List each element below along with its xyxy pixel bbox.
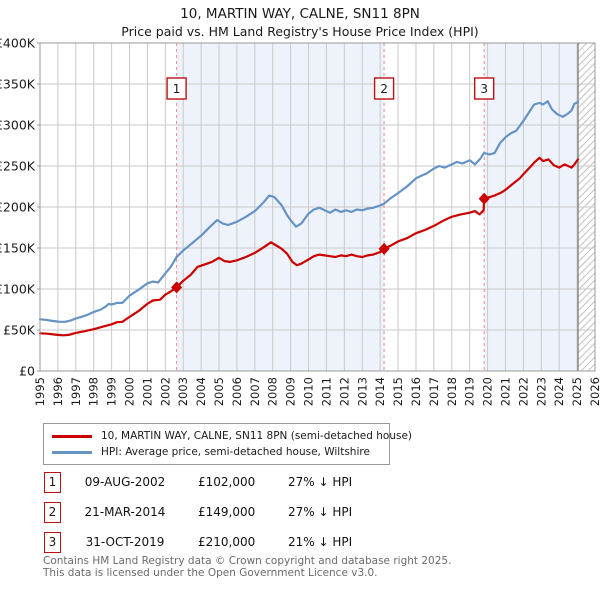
svg-text:2001: 2001 bbox=[140, 377, 154, 406]
hpi-line-swatch bbox=[52, 450, 92, 454]
svg-text:£300K: £300K bbox=[0, 118, 36, 133]
svg-text:2005: 2005 bbox=[212, 377, 226, 406]
sale-number-boxes: 1 2 3 bbox=[166, 77, 495, 100]
svg-text:2003: 2003 bbox=[176, 377, 190, 406]
sale-number-badge: 3 bbox=[44, 532, 61, 553]
svg-text:1998: 1998 bbox=[87, 377, 101, 406]
legend-item-property: 10, MARTIN WAY, CALNE, SN11 8PN (semi-de… bbox=[50, 428, 412, 444]
transaction-row: 2 21-MAR-2014 £149,000 27% ↓ HPI bbox=[44, 502, 444, 524]
sale-date: 21-MAR-2014 bbox=[84, 505, 166, 519]
svg-text:2002: 2002 bbox=[158, 377, 172, 406]
footer-line-2: This data is licensed under the Open Gov… bbox=[43, 566, 378, 579]
svg-text:2014: 2014 bbox=[373, 377, 387, 406]
copyright-footer: Contains HM Land Registry data © Crown c… bbox=[43, 555, 583, 579]
sale-point-markers bbox=[171, 192, 490, 294]
legend-label-property: 10, MARTIN WAY, CALNE, SN11 8PN (semi-de… bbox=[101, 430, 413, 442]
y-axis-labels: £0 £50K £100K £150K £200K £250K £300K £350K £400… bbox=[0, 36, 36, 379]
sale-hpi-diff: 27% ↓ HPI bbox=[288, 475, 353, 489]
svg-text:2015: 2015 bbox=[391, 377, 405, 406]
svg-text:2021: 2021 bbox=[498, 377, 512, 406]
svg-text:1999: 1999 bbox=[105, 377, 119, 406]
svg-text:£50K: £50K bbox=[3, 323, 36, 338]
svg-text:2017: 2017 bbox=[427, 377, 441, 406]
transaction-row: 3 31-OCT-2019 £210,000 21% ↓ HPI bbox=[44, 532, 444, 554]
footer-line-1: Contains HM Land Registry data © Crown c… bbox=[43, 555, 452, 567]
svg-text:£150K: £150K bbox=[0, 241, 36, 256]
svg-text:£0: £0 bbox=[19, 364, 35, 379]
svg-text:1: 1 bbox=[173, 82, 181, 96]
svg-text:2010: 2010 bbox=[302, 377, 316, 406]
svg-text:2006: 2006 bbox=[230, 377, 244, 406]
svg-text:2025: 2025 bbox=[570, 377, 584, 406]
svg-text:2024: 2024 bbox=[552, 377, 566, 406]
svg-text:£350K: £350K bbox=[0, 77, 36, 92]
x-axis-labels: 1995 1996 1997 1998 1999 2000 2001 2002 2003 2004… bbox=[33, 377, 600, 406]
svg-text:3: 3 bbox=[480, 82, 488, 96]
page-title: 10, MARTIN WAY, CALNE, SN11 8PN bbox=[180, 6, 420, 22]
sale-hpi-diff: 21% ↓ HPI bbox=[288, 535, 353, 549]
sale-date: 09-AUG-2002 bbox=[84, 475, 166, 489]
svg-text:2026: 2026 bbox=[588, 377, 600, 406]
sale-number-badge: 2 bbox=[44, 502, 61, 523]
svg-text:2000: 2000 bbox=[123, 377, 137, 406]
svg-text:2020: 2020 bbox=[481, 377, 495, 406]
legend-item-hpi: HPI: Average price, semi-detached house,… bbox=[50, 444, 383, 460]
y-axis-ticks bbox=[37, 42, 40, 372]
svg-text:2012: 2012 bbox=[337, 377, 351, 406]
sale-hpi-diff: 27% ↓ HPI bbox=[288, 505, 353, 519]
hpi-line bbox=[38, 100, 580, 323]
sale-price: £210,000 bbox=[198, 535, 256, 549]
svg-text:1997: 1997 bbox=[69, 377, 83, 406]
svg-text:2004: 2004 bbox=[194, 377, 208, 406]
svg-text:2009: 2009 bbox=[284, 377, 298, 406]
svg-text:2022: 2022 bbox=[516, 377, 530, 406]
svg-text:2023: 2023 bbox=[534, 377, 548, 406]
svg-text:£200K: £200K bbox=[0, 200, 36, 215]
svg-text:1995: 1995 bbox=[33, 377, 47, 406]
sale-price: £102,000 bbox=[198, 475, 256, 489]
sale-number-badge: 1 bbox=[44, 472, 61, 493]
svg-text:£250K: £250K bbox=[0, 159, 36, 174]
svg-text:2019: 2019 bbox=[463, 377, 477, 406]
svg-text:2008: 2008 bbox=[266, 377, 280, 406]
page-subtitle: Price paid vs. HM Land Registry's House … bbox=[121, 24, 479, 39]
property-line-swatch bbox=[52, 434, 92, 438]
sale-date: 31-OCT-2019 bbox=[85, 535, 165, 549]
svg-text:£400K: £400K bbox=[0, 36, 36, 51]
legend-label-hpi: HPI: Average price, semi-detached house,… bbox=[101, 446, 370, 458]
svg-text:2011: 2011 bbox=[319, 377, 333, 406]
property-price-line bbox=[38, 156, 580, 337]
svg-text:2013: 2013 bbox=[355, 377, 369, 406]
svg-text:2: 2 bbox=[380, 82, 388, 96]
svg-text:2007: 2007 bbox=[248, 377, 262, 406]
svg-text:£100K: £100K bbox=[0, 282, 36, 297]
svg-text:2016: 2016 bbox=[409, 377, 423, 406]
svg-text:1996: 1996 bbox=[51, 377, 65, 406]
price-history-chart: 123£0£50K£100K£150K£200K£250K£300K£350K£… bbox=[0, 36, 600, 407]
legend: 10, MARTIN WAY, CALNE, SN11 8PN (semi-de… bbox=[43, 423, 412, 465]
sale-price: £149,000 bbox=[198, 505, 256, 519]
svg-text:2018: 2018 bbox=[445, 377, 459, 406]
transaction-row: 1 09-AUG-2002 £102,000 27% ↓ HPI bbox=[44, 472, 444, 494]
